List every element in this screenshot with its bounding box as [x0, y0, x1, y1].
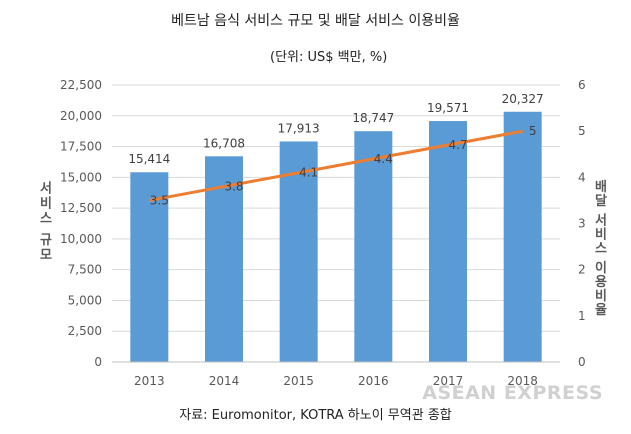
bar — [503, 111, 542, 362]
y-left-tick-label: 15,000 — [60, 170, 102, 184]
bar-value-label: 19,571 — [427, 101, 469, 115]
y-right-axis-title: 배달 서비스 이용비율 — [592, 179, 607, 317]
y-right-tick-label: 3 — [578, 217, 586, 231]
watermark-logo: ASEAN EXPRESS — [422, 382, 603, 404]
x-tick-label: 2014 — [209, 374, 240, 388]
y-right-tick-label: 4 — [578, 170, 586, 184]
source-note: 자료: Euromonitor, KOTRA 하노이 무역관 종합 — [179, 408, 452, 423]
bar — [429, 121, 467, 363]
y-left-tick-label: 22,500 — [60, 78, 102, 92]
line-value-label: 3.5 — [150, 193, 169, 207]
bar — [279, 141, 318, 362]
chart-title: 베트남 음식 서비스 규모 및 배달 서비스 이용비율 — [171, 13, 460, 29]
y-left-tick-label: 5,000 — [68, 293, 102, 307]
x-tick-label: 2018 — [507, 374, 538, 388]
chart-subtitle: (단위: US$ 백만, %) — [270, 50, 388, 65]
bar — [354, 131, 393, 362]
line-value-label: 4.7 — [448, 138, 467, 152]
y-left-tick-label: 12,500 — [60, 201, 102, 215]
bar-value-label: 18,747 — [352, 111, 394, 125]
y-right-tick-label: 1 — [578, 309, 586, 323]
combo-chart: 15,414 16,708 17,913 18,747 19,571 20,327 3.5 3… — [37, 78, 607, 388]
line-value-label: 4.4 — [374, 152, 393, 166]
y-left-tick-label: 20,000 — [60, 109, 102, 123]
bar-value-label: 15,414 — [128, 152, 170, 166]
y-right-tick-label: 5 — [578, 124, 586, 138]
x-tick-label: 2013 — [134, 374, 165, 388]
line-value-label: 3.8 — [224, 180, 243, 194]
bar-value-label: 20,327 — [502, 92, 544, 106]
line-value-label: 5 — [529, 124, 537, 138]
x-tick-label: 2017 — [433, 374, 464, 388]
x-tick-label: 2015 — [283, 374, 314, 388]
y-left-tick-label: 10,000 — [60, 232, 102, 246]
y-left-axis-title: 서비스 규모 — [37, 181, 52, 263]
bar — [130, 172, 169, 362]
axes: 0 2,500 5,000 7,500 10,000 12,500 15,000 17,500… — [37, 78, 607, 388]
line-path — [149, 129, 523, 202]
data-labels: 15,414 16,708 17,913 18,747 19,571 20,327 3.5 3… — [128, 92, 543, 208]
gridlines — [112, 84, 560, 363]
y-right-tick-label: 0 — [578, 355, 586, 369]
line-value-label: 4.1 — [299, 166, 318, 180]
y-right-tick-label: 6 — [578, 78, 586, 92]
line-series — [149, 129, 523, 202]
bar-value-label: 16,708 — [203, 136, 245, 150]
bar-value-label: 17,913 — [278, 121, 320, 135]
bar — [205, 156, 243, 362]
x-tick-label: 2016 — [358, 374, 389, 388]
y-left-tick-label: 7,500 — [68, 263, 102, 277]
bar-series — [130, 111, 542, 363]
y-left-tick-label: 0 — [94, 355, 102, 369]
y-left-tick-label: 17,500 — [60, 140, 102, 154]
y-left-tick-label: 2,500 — [68, 324, 102, 338]
y-right-tick-label: 2 — [578, 263, 586, 277]
